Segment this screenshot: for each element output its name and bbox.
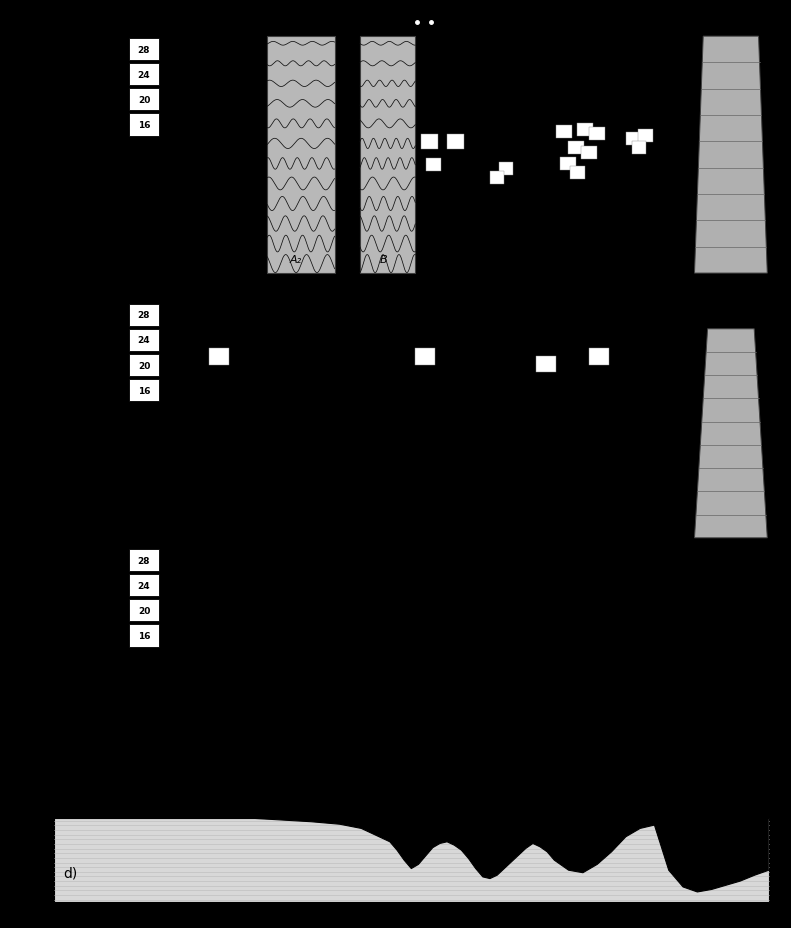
Bar bbox=[209, 349, 229, 366]
Bar bbox=[129, 89, 159, 111]
Bar bbox=[426, 159, 441, 172]
Bar bbox=[129, 114, 159, 136]
Text: 24: 24 bbox=[138, 581, 150, 590]
Bar bbox=[129, 380, 159, 402]
Bar bbox=[568, 142, 584, 155]
Bar bbox=[490, 172, 504, 185]
Bar bbox=[556, 126, 572, 139]
Bar bbox=[360, 37, 415, 274]
Bar bbox=[536, 356, 556, 373]
Text: d): d) bbox=[63, 866, 78, 880]
Bar bbox=[129, 549, 159, 572]
Bar bbox=[415, 349, 435, 366]
Text: WR: WR bbox=[483, 83, 502, 93]
Text: 28: 28 bbox=[138, 556, 150, 565]
Bar bbox=[129, 329, 159, 352]
Bar bbox=[570, 167, 585, 180]
Bar bbox=[129, 304, 159, 327]
Bar bbox=[267, 37, 335, 274]
Text: 24: 24 bbox=[138, 336, 150, 345]
Bar bbox=[447, 135, 464, 149]
Bar bbox=[581, 147, 597, 160]
Text: 20: 20 bbox=[138, 361, 150, 370]
Text: A₂: A₂ bbox=[290, 254, 301, 264]
Bar bbox=[626, 133, 640, 146]
Bar bbox=[577, 123, 593, 136]
Bar bbox=[129, 599, 159, 622]
Text: B: B bbox=[380, 254, 387, 264]
Text: 16: 16 bbox=[138, 631, 150, 640]
Polygon shape bbox=[694, 329, 767, 538]
Bar bbox=[129, 354, 159, 377]
Bar bbox=[632, 142, 646, 155]
Bar bbox=[129, 39, 159, 61]
Bar bbox=[638, 130, 653, 143]
Bar bbox=[589, 349, 609, 366]
Bar bbox=[421, 135, 438, 149]
Text: 20: 20 bbox=[138, 96, 150, 105]
Bar bbox=[589, 128, 605, 141]
Bar bbox=[129, 625, 159, 647]
Bar bbox=[54, 818, 769, 902]
Text: 24: 24 bbox=[138, 71, 150, 80]
Text: 28: 28 bbox=[138, 45, 150, 55]
Bar bbox=[129, 64, 159, 86]
Text: 28: 28 bbox=[138, 311, 150, 320]
Bar bbox=[499, 162, 513, 175]
Text: 16: 16 bbox=[138, 386, 150, 395]
Polygon shape bbox=[54, 679, 769, 892]
Text: 16: 16 bbox=[138, 121, 150, 130]
Polygon shape bbox=[694, 37, 767, 274]
Bar bbox=[129, 574, 159, 597]
Bar bbox=[560, 158, 576, 171]
Text: 20: 20 bbox=[138, 606, 150, 615]
Text: ER: ER bbox=[656, 83, 670, 93]
